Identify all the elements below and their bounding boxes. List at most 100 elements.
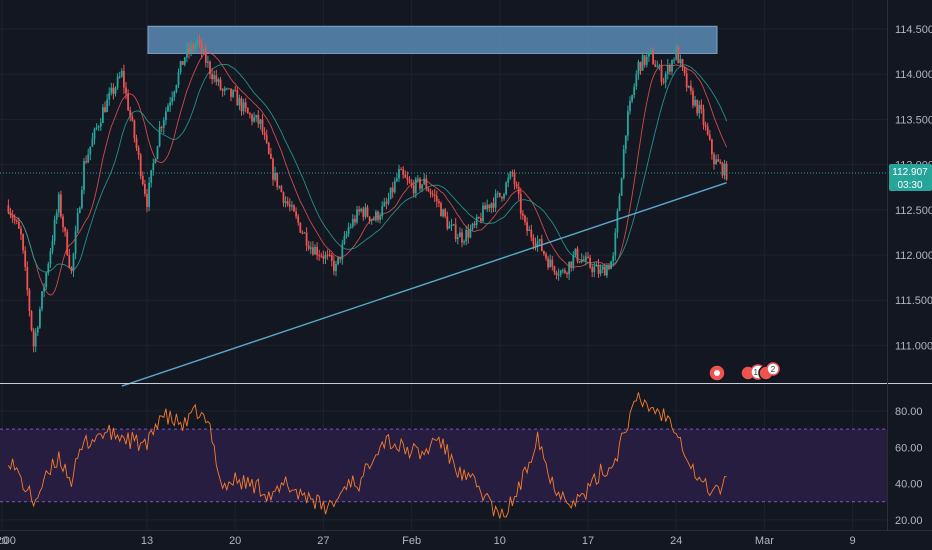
candle bbox=[608, 262, 610, 271]
candle-body bbox=[341, 243, 344, 260]
time-tick-label: 10 bbox=[494, 535, 506, 547]
candle bbox=[482, 202, 484, 222]
candle-body bbox=[387, 198, 390, 204]
candle-body bbox=[372, 219, 375, 221]
candle bbox=[24, 246, 27, 272]
event-badge-5[interactable] bbox=[766, 362, 780, 376]
candle-body bbox=[559, 270, 562, 275]
candle-body bbox=[112, 87, 115, 94]
candle bbox=[41, 290, 43, 312]
candle bbox=[616, 208, 619, 239]
candle bbox=[291, 200, 293, 211]
candle-body bbox=[404, 174, 407, 178]
candle-body bbox=[62, 216, 64, 228]
candle-body bbox=[595, 264, 598, 267]
candle-body bbox=[312, 247, 314, 255]
candle-body bbox=[354, 218, 356, 223]
candle-body bbox=[549, 259, 552, 268]
candle bbox=[580, 253, 583, 264]
candle bbox=[589, 254, 591, 269]
candle bbox=[721, 161, 724, 179]
candle bbox=[232, 89, 234, 99]
time-tick-label: 13 bbox=[141, 535, 153, 547]
candle bbox=[509, 171, 512, 180]
candle-body bbox=[41, 291, 43, 310]
candle bbox=[524, 214, 526, 226]
candle-body bbox=[217, 79, 220, 82]
event-badges[interactable]: 16 2 bbox=[708, 362, 780, 382]
candle bbox=[585, 252, 587, 266]
candle bbox=[624, 135, 627, 154]
candle bbox=[561, 268, 564, 274]
candle bbox=[347, 222, 350, 238]
candle-body bbox=[482, 205, 484, 222]
last-price-value: 112.907 bbox=[892, 167, 928, 178]
candle bbox=[135, 134, 138, 151]
candle bbox=[622, 144, 625, 180]
candle-body bbox=[118, 76, 121, 78]
candle bbox=[391, 182, 394, 198]
candle-body bbox=[505, 182, 507, 195]
candle bbox=[133, 119, 136, 143]
candle-body bbox=[708, 134, 711, 140]
candle-body bbox=[570, 261, 573, 268]
candle-body bbox=[177, 72, 180, 85]
candle-body bbox=[70, 267, 73, 272]
candle bbox=[513, 169, 516, 190]
candle bbox=[255, 114, 258, 122]
resistance-zone[interactable] bbox=[147, 25, 718, 54]
candle-body bbox=[658, 65, 661, 67]
candle bbox=[643, 54, 646, 68]
candle-body bbox=[656, 66, 659, 68]
candle bbox=[370, 218, 373, 225]
candle-body bbox=[249, 113, 251, 115]
candle bbox=[448, 221, 451, 229]
candle-body bbox=[553, 266, 556, 273]
candle-body bbox=[419, 178, 421, 189]
candle-body bbox=[326, 254, 329, 256]
candle-body bbox=[270, 153, 272, 159]
candle bbox=[461, 228, 463, 248]
candle bbox=[129, 106, 132, 122]
candle-body bbox=[484, 205, 486, 210]
candle-body bbox=[578, 261, 581, 263]
candle bbox=[322, 250, 325, 265]
candle-body bbox=[110, 87, 113, 93]
candle bbox=[400, 167, 402, 171]
candle bbox=[309, 241, 312, 254]
candle-body bbox=[215, 75, 218, 82]
candle-body bbox=[599, 269, 602, 274]
candle-body bbox=[503, 194, 505, 199]
support-trendline[interactable] bbox=[121, 182, 727, 387]
candle bbox=[578, 261, 581, 264]
candle-body bbox=[713, 154, 715, 165]
candle bbox=[711, 138, 713, 160]
candle-body bbox=[108, 92, 111, 100]
candle-body bbox=[316, 246, 318, 256]
oscillator-axis[interactable]: 80.00 60.00 40.00 20.00 bbox=[895, 406, 923, 527]
candle bbox=[43, 283, 45, 298]
candle bbox=[173, 90, 176, 102]
candle-body bbox=[610, 261, 612, 270]
candle-body bbox=[139, 154, 142, 176]
candle bbox=[597, 258, 600, 279]
candle bbox=[324, 251, 327, 265]
candle bbox=[215, 69, 218, 86]
candle-body bbox=[66, 231, 69, 256]
candle-body bbox=[76, 212, 79, 232]
candle-body bbox=[683, 67, 686, 74]
candle bbox=[209, 60, 211, 79]
candle-body bbox=[425, 178, 428, 189]
candle bbox=[316, 242, 318, 260]
candle-body bbox=[513, 172, 516, 185]
candle bbox=[414, 176, 417, 199]
candle-body bbox=[230, 88, 232, 97]
candle bbox=[288, 198, 291, 212]
candle-body bbox=[276, 172, 279, 188]
candle bbox=[64, 226, 66, 237]
candle-body bbox=[232, 90, 234, 97]
candle-body bbox=[135, 138, 138, 148]
candle bbox=[610, 260, 612, 270]
time-axis[interactable]: 202012:00 13 20 27 Feb 10 17 24 Mar 9 bbox=[0, 535, 856, 547]
